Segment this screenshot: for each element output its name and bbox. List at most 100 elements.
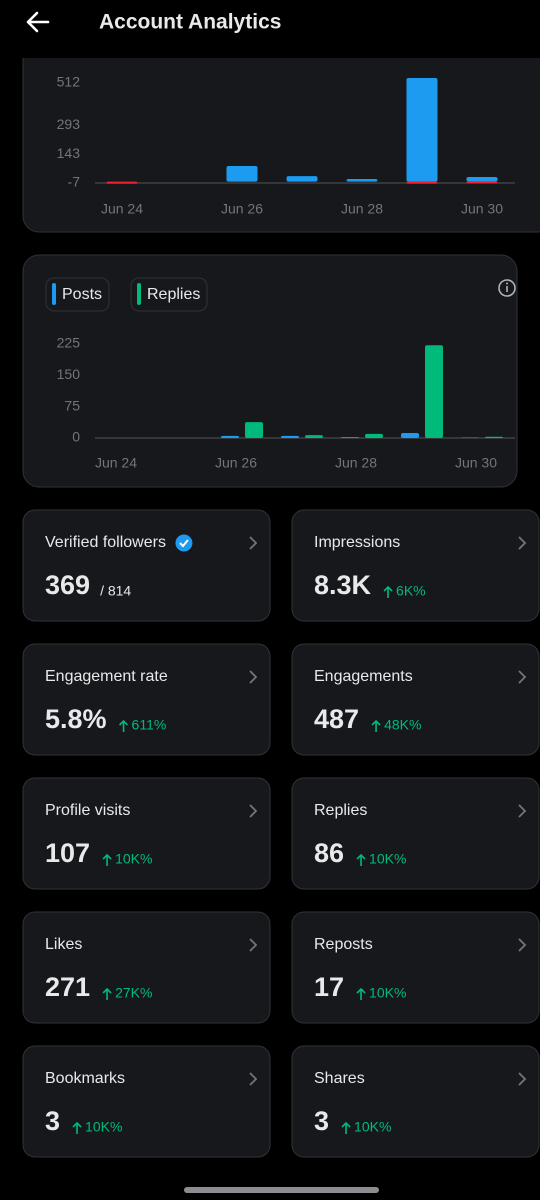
metric-value: 86 [314, 838, 344, 868]
metric-card[interactable] [22, 643, 271, 756]
chevron [249, 536, 258, 550]
metric-value: 369 [45, 570, 90, 600]
metric-label: Reposts [314, 936, 373, 953]
metric-card[interactable] [291, 1045, 540, 1158]
metric-value: 3 [45, 1106, 60, 1136]
metric-change: 611% [132, 717, 167, 733]
bar [341, 437, 359, 438]
y-tick-label: 512 [57, 74, 81, 90]
metric-value: 8.3K [314, 570, 372, 600]
metric-label: Engagement rate [45, 668, 168, 685]
info-icon[interactable] [498, 279, 516, 297]
x-tick-label: Jun 26 [215, 455, 257, 471]
metric-card[interactable] [22, 911, 271, 1024]
bar [406, 181, 438, 184]
metric-cards: Verified followers 369 / 814 Impressions 8.3… [22, 509, 540, 1158]
up-arrow [102, 987, 112, 1000]
header-bar [0, 0, 540, 58]
chevron [249, 938, 258, 952]
bar [305, 435, 323, 438]
up-arrow [118, 719, 129, 732]
x-tick-label: Jun 24 [101, 201, 143, 217]
back-button[interactable] [26, 11, 50, 33]
bar [401, 432, 419, 438]
metric-card[interactable] [291, 777, 540, 890]
metric-card[interactable] [291, 643, 540, 756]
chevron [518, 536, 527, 550]
metric-value: 3 [314, 1106, 329, 1136]
metric-change: 10K% [369, 851, 406, 867]
x-tick-label: Jun 26 [221, 201, 263, 217]
y-tick-label: 0 [72, 429, 80, 445]
chevron [249, 804, 258, 818]
bar [365, 433, 383, 438]
metric-label: Replies [314, 802, 367, 819]
up-arrow [356, 987, 366, 1000]
legend-chip[interactable] [45, 277, 110, 312]
legend-swatch [52, 283, 56, 305]
bar [286, 176, 318, 182]
metric-value: 107 [45, 838, 90, 868]
metric-card[interactable] [22, 509, 271, 622]
chevron [518, 938, 527, 952]
chart-2: 225 150 75 0 Jun 24 Jun 26 Jun 28 Jun 30 Posts Re… [52, 283, 515, 471]
up-arrow [371, 719, 381, 732]
bar [406, 77, 438, 182]
metric-label: Impressions [314, 534, 400, 551]
metric-card[interactable] [22, 777, 271, 890]
legend-label: Posts [62, 286, 102, 303]
y-tick-label: 225 [57, 335, 81, 351]
bar [346, 178, 378, 182]
metric-value: 5.8% [45, 704, 107, 734]
bar [245, 422, 263, 438]
metric-card[interactable] [22, 1045, 271, 1158]
metric-card[interactable] [291, 509, 540, 622]
up-arrow [356, 853, 366, 866]
legend-chip[interactable] [130, 277, 208, 312]
y-tick-label: 75 [64, 397, 80, 413]
header-title: Account Analytics [99, 11, 281, 34]
chevron [518, 670, 527, 684]
metric-change: 27K% [115, 985, 152, 1001]
metric-change: 6K% [396, 583, 426, 599]
up-arrow [383, 585, 393, 598]
metric-change: 48K% [384, 717, 421, 733]
metric-change: 10K% [85, 1119, 122, 1135]
metric-total: / 814 [100, 583, 131, 599]
x-tick-label: Jun 30 [461, 201, 503, 217]
bar [281, 435, 299, 438]
home-indicator [184, 1187, 379, 1193]
y-tick-label: 293 [57, 116, 81, 132]
y-tick-label: 150 [57, 366, 81, 382]
up-arrow [102, 853, 112, 866]
info-icon-dot [506, 282, 508, 285]
metric-change: 10K% [354, 1119, 391, 1135]
metric-value: 487 [314, 704, 359, 734]
metric-value: 17 [314, 972, 344, 1002]
x-tick-label: Jun 30 [455, 455, 497, 471]
bar [226, 166, 258, 182]
chart-1: 512 293 143 -7 Jun 24 Jun 26 Jun 28 Jun 30 [57, 74, 515, 217]
metric-label: Profile visits [45, 802, 130, 819]
y-tick-label: 143 [57, 145, 81, 161]
verified-badge [175, 534, 193, 552]
up-arrow [341, 1121, 351, 1134]
metric-change: 10K% [115, 851, 152, 867]
metric-value: 271 [45, 972, 90, 1002]
metric-label: Engagements [314, 668, 413, 685]
bar [425, 345, 443, 438]
legend-swatch [137, 283, 141, 305]
bar [466, 181, 498, 184]
bar [485, 436, 503, 438]
metric-label: Bookmarks [45, 1070, 125, 1087]
x-tick-label: Jun 28 [335, 455, 377, 471]
metric-card[interactable] [291, 911, 540, 1024]
metric-label: Likes [45, 936, 82, 953]
x-tick-label: Jun 28 [341, 201, 383, 217]
y-tick-label: -7 [68, 174, 81, 190]
bar [106, 181, 138, 184]
up-arrow [72, 1121, 82, 1134]
bar [466, 177, 498, 182]
